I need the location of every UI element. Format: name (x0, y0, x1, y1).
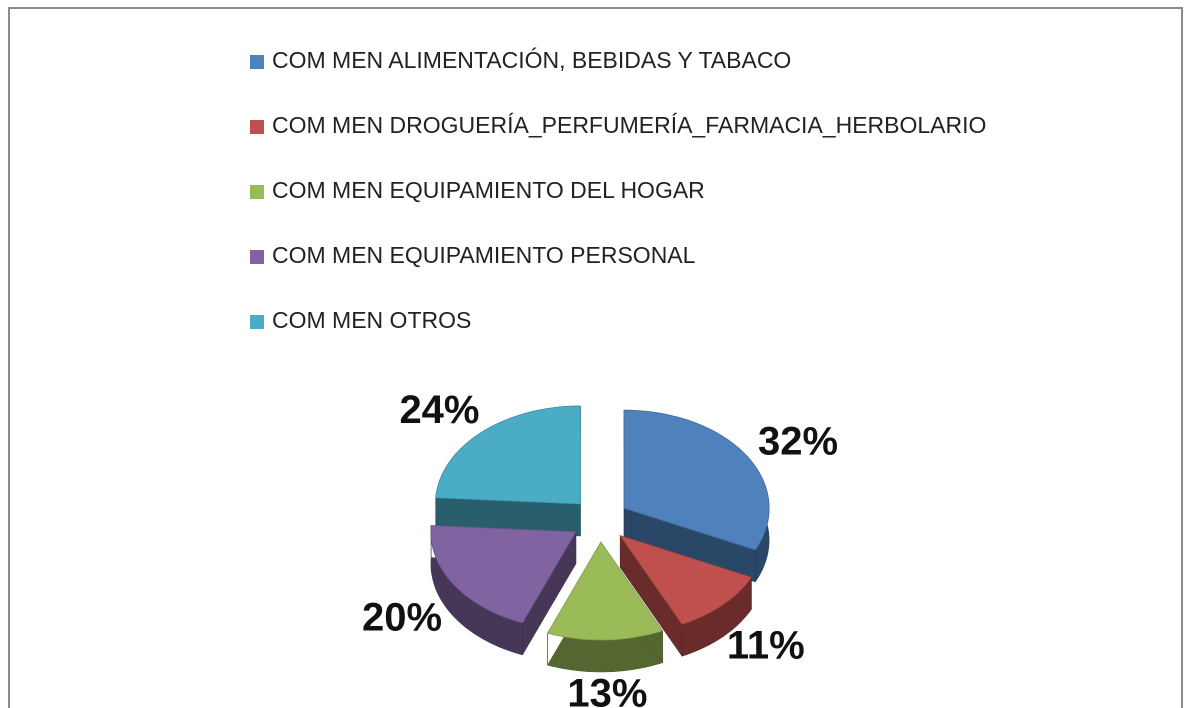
legend-swatch (250, 55, 264, 69)
data-label: 13% (567, 672, 647, 708)
slice (619, 534, 753, 625)
legend-label: COM MEN DROGUERÍA_PERFUMERÍA_FARMACIA_HE… (272, 112, 986, 138)
legend-swatch (250, 185, 264, 199)
legend-swatch (250, 250, 264, 264)
legend-swatch (250, 315, 264, 329)
slice (623, 409, 770, 551)
legend-label: COM MEN EQUIPAMIENTO PERSONAL (272, 242, 696, 268)
slice (435, 405, 581, 505)
data-label: 11% (727, 624, 805, 668)
data-label: 24% (399, 388, 479, 432)
data-label: 32% (758, 420, 838, 464)
legend-label: COM MEN OTROS (272, 307, 471, 333)
slice (546, 541, 664, 641)
legend-swatch (250, 120, 264, 134)
data-label: 20% (362, 595, 442, 639)
legend-label: COM MEN ALIMENTACIÓN, BEBIDAS Y TABACO (272, 47, 791, 73)
slice (430, 525, 577, 624)
legend-label: COM MEN EQUIPAMIENTO DEL HOGAR (272, 177, 705, 203)
